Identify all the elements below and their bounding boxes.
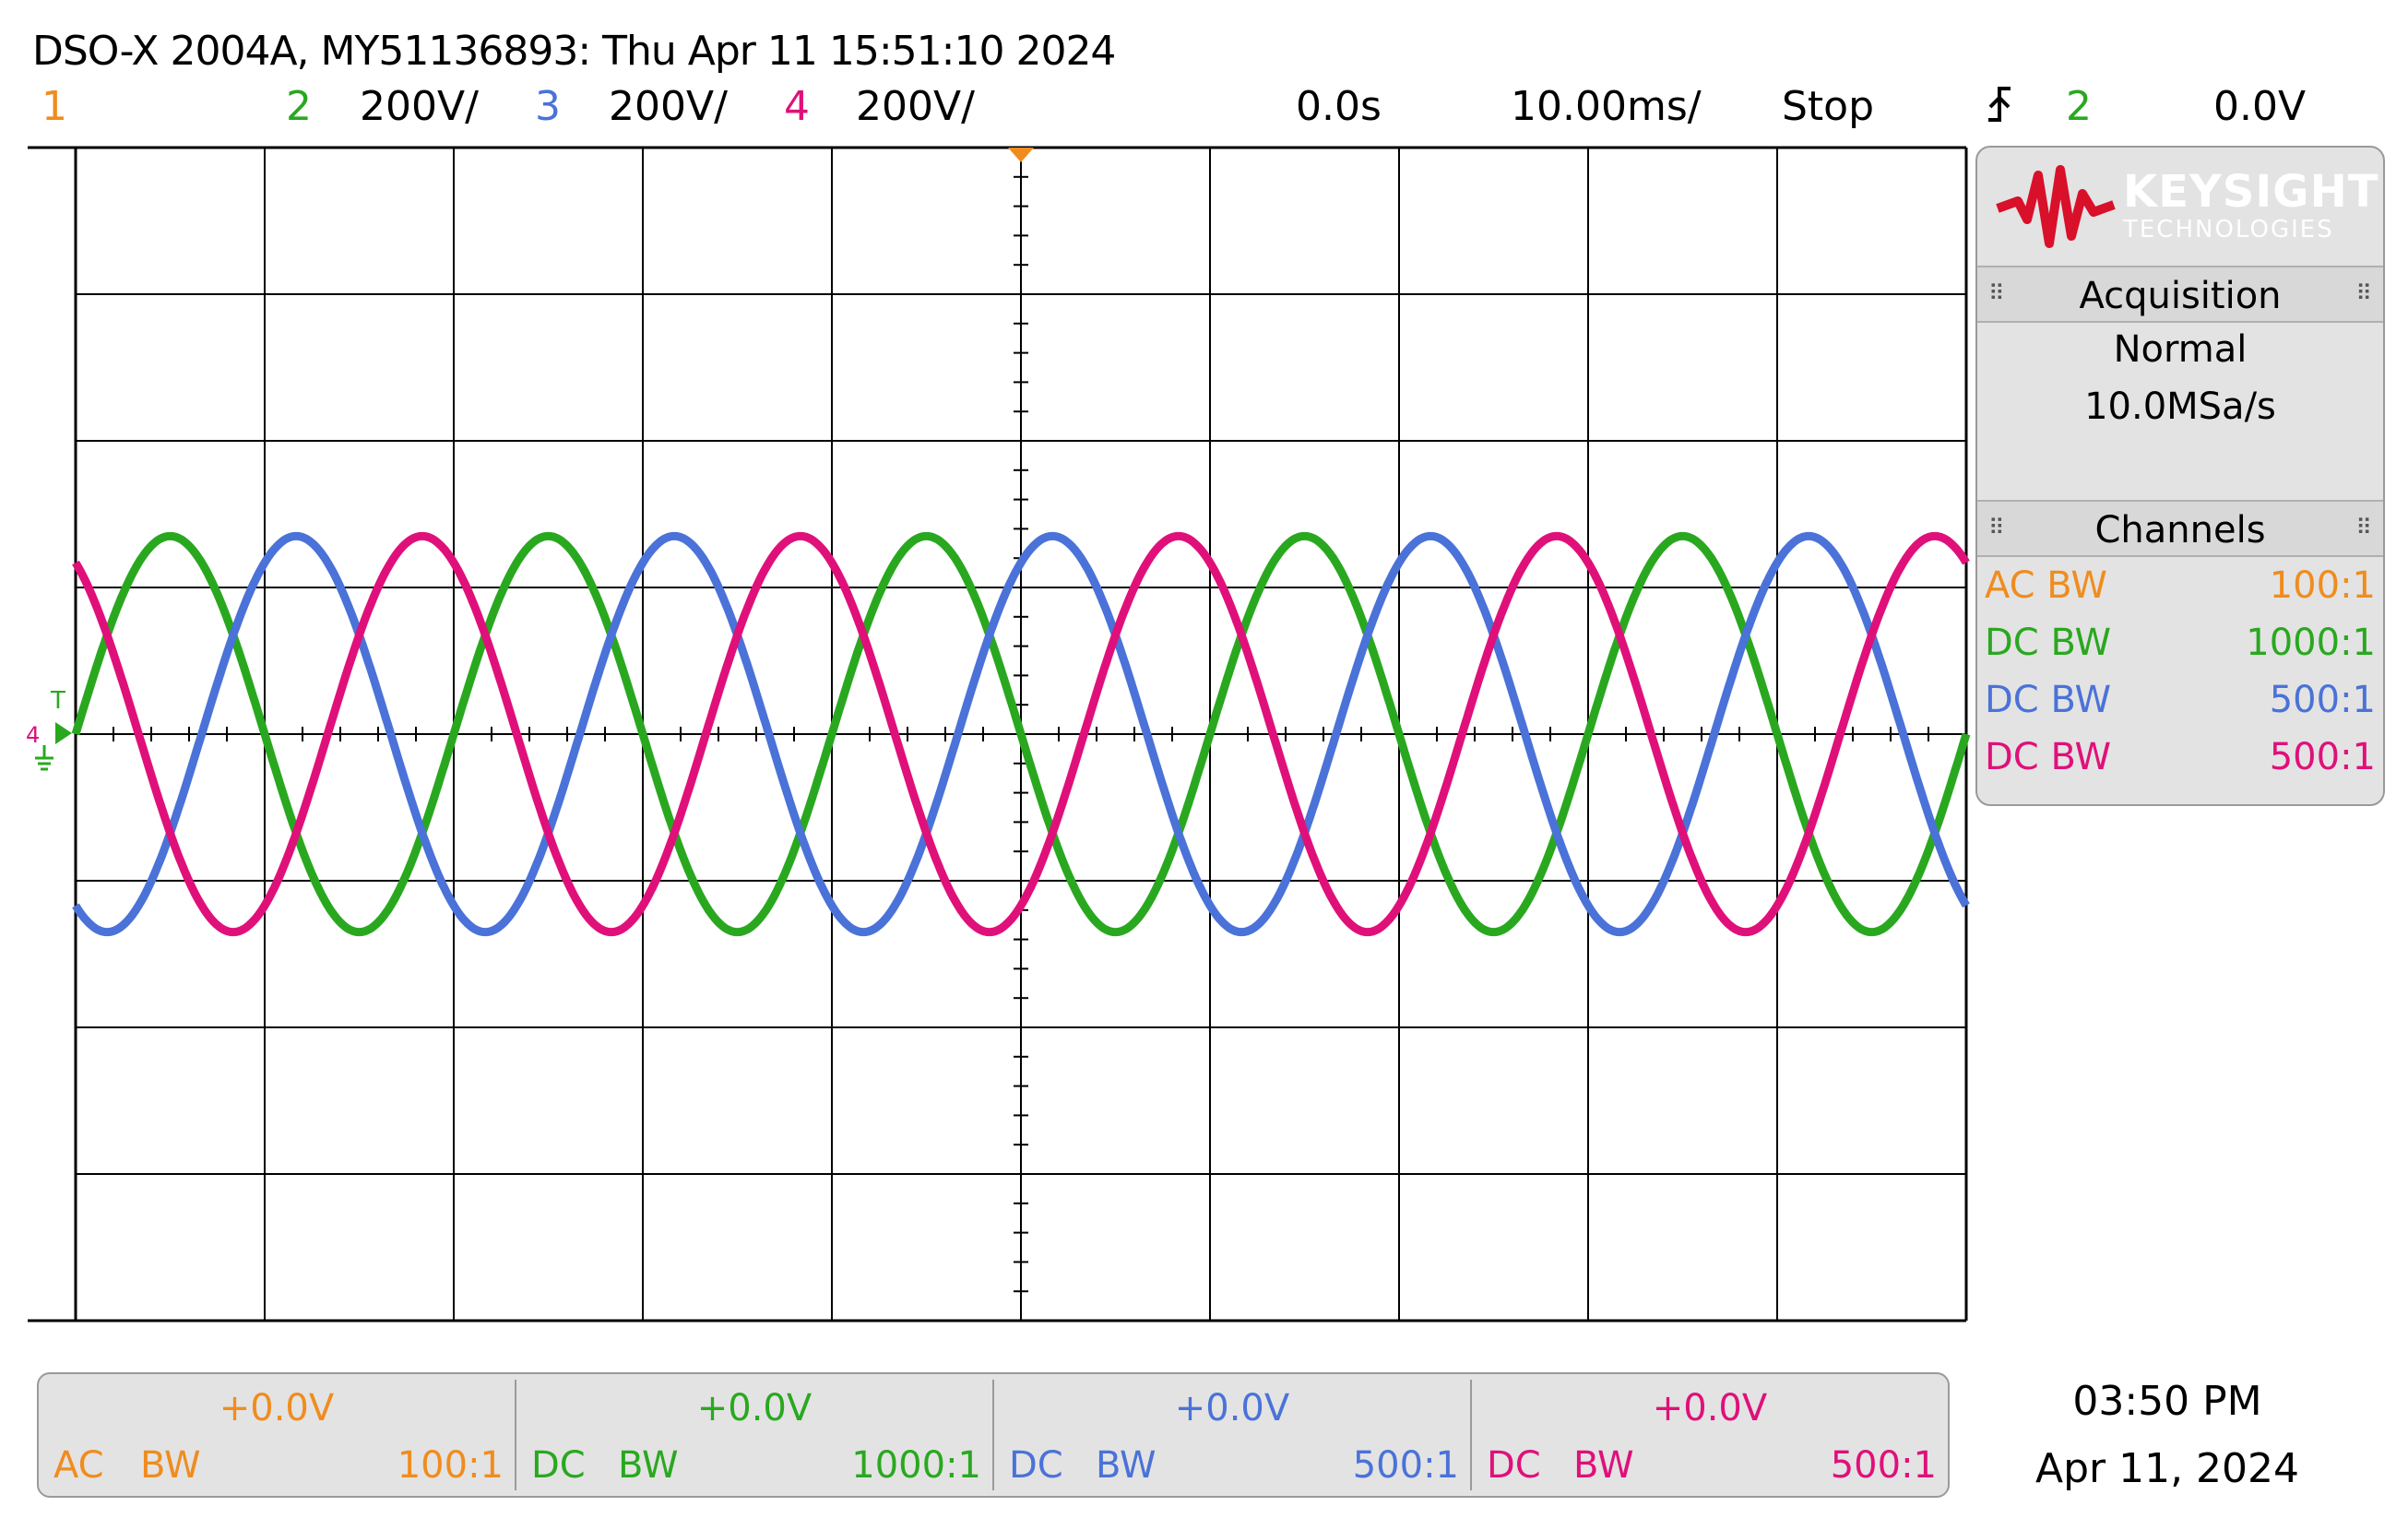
keysight-wave-icon — [1996, 165, 2116, 248]
ch1-bw: BW — [140, 1444, 201, 1487]
ch3-coupling-short: DC — [1009, 1444, 1063, 1487]
ch4-probe: 500:1 — [2269, 736, 2376, 778]
trigger-source[interactable]: 2 — [2066, 83, 2092, 130]
channels-header[interactable]: ⠿ Channels ⠿ — [1977, 500, 2383, 557]
ch3-bw: BW — [1096, 1444, 1157, 1487]
run-state[interactable]: Stop — [1782, 83, 1875, 130]
ch2-scale[interactable]: 200V/ — [360, 83, 479, 130]
time-scale[interactable]: 10.00ms/ — [1511, 83, 1702, 130]
ch1-coupling: AC BW — [1985, 564, 2107, 607]
panel-ch4-row[interactable]: DC BW 500:1 — [1985, 732, 2376, 788]
grip-icon: ⠿ — [1988, 515, 2005, 540]
panel-ch2-row[interactable]: DC BW 1000:1 — [1985, 618, 2376, 673]
ch4-coupling-short: DC — [1487, 1444, 1541, 1487]
graticule — [28, 146, 1968, 1322]
bottom-ch4[interactable]: +0.0V DC BW 500:1 — [1472, 1374, 1948, 1496]
ground-channel-number: 4 — [26, 722, 40, 748]
channel-info-bar: +0.0V AC BW 100:1 +0.0V DC BW 1000:1 +0.… — [37, 1372, 1950, 1498]
ch1-offset: +0.0V — [219, 1387, 335, 1429]
ch1-coupling-short: AC — [53, 1444, 104, 1487]
ch2-offset: +0.0V — [696, 1387, 813, 1429]
brand-sub: TECHNOLOGIES — [2123, 216, 2334, 243]
ch4-bw: BW — [1573, 1444, 1634, 1487]
rising-edge-trigger-icon — [1983, 83, 2016, 136]
keysight-logo: KEYSIGHT TECHNOLOGIES — [1977, 148, 2383, 266]
ch1-number[interactable]: 1 — [42, 83, 67, 130]
clock-time: 03:50 PM — [2072, 1378, 2262, 1425]
ground-label: T — [50, 687, 65, 715]
ch4-probe-ratio: 500:1 — [1830, 1444, 1937, 1487]
ch3-probe-ratio: 500:1 — [1352, 1444, 1459, 1487]
sample-rate: 10.0MSa/s — [2084, 385, 2276, 428]
ch4-offset: +0.0V — [1652, 1387, 1768, 1429]
panel-ch3-row[interactable]: DC BW 500:1 — [1985, 675, 2376, 730]
side-panel: KEYSIGHT TECHNOLOGIES ⠿ Acquisition ⠿ No… — [1975, 146, 2385, 806]
trigger-position-marker[interactable] — [1008, 148, 1034, 162]
ground-icon — [35, 745, 53, 771]
trace-ch3 — [72, 531, 1970, 937]
bottom-ch3[interactable]: +0.0V DC BW 500:1 — [994, 1374, 1470, 1496]
divider — [1470, 1380, 1472, 1490]
ch3-probe: 500:1 — [2269, 679, 2376, 721]
clock: 03:50 PM Apr 11, 2024 — [2029, 1374, 2306, 1492]
ch1-probe-ratio: 100:1 — [397, 1444, 504, 1487]
ch4-coupling: DC BW — [1985, 736, 2112, 778]
scope-title: DSO-X 2004A, MY51136893: Thu Apr 11 15:5… — [32, 28, 1116, 75]
acquisition-title: Acquisition — [2079, 275, 2282, 317]
traces — [71, 531, 1971, 937]
ch2-number[interactable]: 2 — [286, 83, 312, 130]
ch4-scale[interactable]: 200V/ — [856, 83, 975, 130]
divider — [992, 1380, 994, 1490]
brand-name: KEYSIGHT — [2123, 166, 2379, 218]
ch3-scale[interactable]: 200V/ — [609, 83, 728, 130]
panel-ch1-row[interactable]: AC BW 100:1 — [1985, 561, 2376, 616]
ground-marker[interactable]: T 4 — [26, 687, 72, 771]
clock-date: Apr 11, 2024 — [2034, 1445, 2300, 1492]
ch1-probe: 100:1 — [2269, 564, 2376, 607]
ch2-coupling: DC BW — [1985, 622, 2112, 664]
channels-title: Channels — [2094, 509, 2266, 552]
acquisition-mode: Normal — [2113, 328, 2248, 371]
ch2-probe-ratio: 1000:1 — [851, 1444, 981, 1487]
ch2-bw: BW — [618, 1444, 679, 1487]
bottom-ch2[interactable]: +0.0V DC BW 1000:1 — [516, 1374, 992, 1496]
trigger-level[interactable]: 0.0V — [2213, 83, 2307, 130]
bottom-ch1[interactable]: +0.0V AC BW 100:1 — [39, 1374, 515, 1496]
acquisition-header[interactable]: ⠿ Acquisition ⠿ — [1977, 266, 2383, 323]
ground-arrow-icon — [55, 722, 72, 744]
ch3-coupling: DC BW — [1985, 679, 2112, 721]
trace-ch4 — [72, 531, 1970, 937]
ch2-probe: 1000:1 — [2246, 622, 2376, 664]
grip-icon: ⠿ — [2355, 515, 2372, 540]
grip-icon: ⠿ — [1988, 280, 2005, 306]
time-delay[interactable]: 0.0s — [1296, 83, 1382, 130]
ch3-number[interactable]: 3 — [535, 83, 561, 130]
grip-icon: ⠿ — [2355, 280, 2372, 306]
ch2-coupling-short: DC — [531, 1444, 586, 1487]
divider — [515, 1380, 516, 1490]
ch3-offset: +0.0V — [1174, 1387, 1290, 1429]
trace-ch2 — [71, 531, 1971, 937]
ch4-number[interactable]: 4 — [784, 83, 810, 130]
